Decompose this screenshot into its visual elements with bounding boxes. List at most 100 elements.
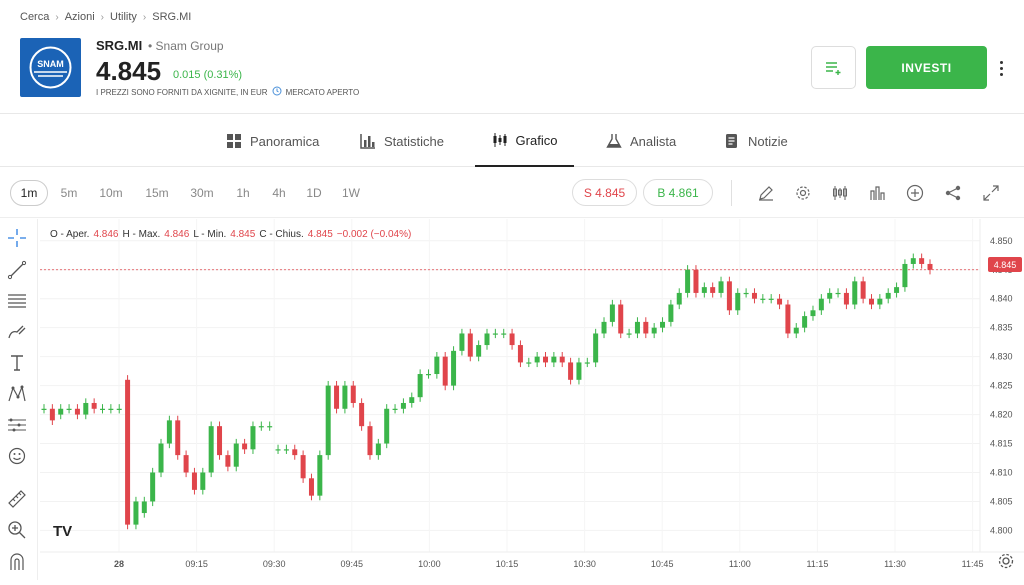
candle-body xyxy=(417,374,423,398)
candle xyxy=(492,328,498,339)
sell-price-button[interactable]: S 4.845 xyxy=(572,179,637,206)
candle xyxy=(484,328,490,350)
interval-15m[interactable]: 15m xyxy=(145,186,169,200)
interval-1d[interactable]: 1D xyxy=(306,186,322,200)
candle-body xyxy=(802,316,808,328)
zoom-in-icon[interactable] xyxy=(6,519,28,541)
pattern-tool-icon[interactable] xyxy=(6,383,28,405)
section-tabs: Panoramica Statistiche Grafico Analista … xyxy=(0,115,1024,167)
candle-body xyxy=(150,472,156,502)
candle-body xyxy=(735,292,741,311)
candle-body xyxy=(375,443,381,456)
settings-gear-icon[interactable] xyxy=(793,183,813,203)
candle-body xyxy=(710,287,716,293)
candle xyxy=(551,352,557,368)
trend-line-icon[interactable] xyxy=(6,259,28,281)
horizontal-lines-icon[interactable] xyxy=(6,290,28,312)
candle-body xyxy=(384,408,390,444)
candle-body xyxy=(467,333,473,357)
candle-body xyxy=(835,292,841,295)
candle xyxy=(250,421,256,454)
candle xyxy=(802,311,808,333)
candle-body xyxy=(827,292,833,299)
candle-body xyxy=(217,426,223,456)
interval-10m[interactable]: 10m xyxy=(99,186,123,200)
share-icon[interactable] xyxy=(943,183,963,203)
breadcrumb-item-cerca[interactable]: Cerca xyxy=(20,11,50,23)
fullscreen-expand-icon[interactable] xyxy=(981,183,1001,203)
add-circle-icon[interactable] xyxy=(905,183,925,203)
candle-body xyxy=(910,258,916,264)
interval-1h[interactable]: 1h xyxy=(236,186,250,200)
tab-notizie[interactable]: Notizie xyxy=(724,115,788,167)
breadcrumb-item-azioni[interactable]: Azioni xyxy=(64,11,95,23)
candle-body xyxy=(359,402,365,427)
invest-button[interactable]: INVESTI xyxy=(866,46,987,89)
indicators-icon[interactable] xyxy=(868,183,888,203)
candle-type-icon[interactable] xyxy=(830,183,850,203)
crosshair-icon[interactable] xyxy=(6,227,28,249)
candle-body xyxy=(902,263,908,288)
candle xyxy=(543,352,549,368)
tab-panoramica[interactable]: Panoramica xyxy=(226,115,319,167)
candle-body xyxy=(300,455,306,479)
watchlist-add-icon xyxy=(825,61,840,75)
emoji-icon[interactable] xyxy=(6,445,28,467)
brush-icon[interactable] xyxy=(6,321,28,343)
candle xyxy=(501,328,507,339)
candle-body xyxy=(83,402,89,415)
candle xyxy=(735,288,741,315)
interval-30m[interactable]: 30m xyxy=(190,186,214,200)
candle xyxy=(476,340,482,362)
tab-label: Grafico xyxy=(515,132,558,148)
candle xyxy=(133,496,139,530)
y-tick-label: 4.805 xyxy=(990,496,1013,506)
toolbar-divider xyxy=(731,180,732,206)
add-to-watchlist-button[interactable] xyxy=(811,46,856,89)
interval-5m[interactable]: 5m xyxy=(60,186,78,200)
interval-1w[interactable]: 1W xyxy=(342,186,360,200)
candle xyxy=(509,328,515,350)
y-tick-label: 4.850 xyxy=(990,236,1013,246)
candle-body xyxy=(609,304,615,322)
ruler-icon[interactable] xyxy=(6,488,28,510)
candle xyxy=(818,294,824,315)
candle xyxy=(868,294,874,310)
interval-1m[interactable]: 1m xyxy=(10,180,48,206)
interval-4h[interactable]: 4h xyxy=(272,186,286,200)
candle-body xyxy=(158,443,164,473)
y-tick-label: 4.815 xyxy=(990,439,1013,449)
candle-body xyxy=(425,374,431,376)
tab-grafico[interactable]: Grafico xyxy=(475,115,574,167)
company-logo: SNAM xyxy=(20,38,81,97)
ohlc-open-label: O - Aper. xyxy=(50,229,90,240)
x-tick-label: 10:00 xyxy=(418,559,441,569)
candle-body xyxy=(100,408,106,410)
candle-body xyxy=(509,333,515,346)
candle xyxy=(74,404,80,420)
candle-body xyxy=(292,449,298,456)
magnet-icon[interactable] xyxy=(6,550,28,572)
candle xyxy=(350,380,356,408)
candle xyxy=(827,288,833,304)
forecast-tool-icon[interactable] xyxy=(6,414,28,436)
tab-analista[interactable]: Analista xyxy=(606,115,676,167)
candle xyxy=(83,398,89,420)
draw-pencil-icon[interactable] xyxy=(756,183,776,203)
candle-body xyxy=(760,298,766,300)
candle xyxy=(100,404,106,414)
text-tool-icon[interactable] xyxy=(6,352,28,374)
candle-body xyxy=(325,385,331,456)
candle xyxy=(392,404,398,414)
candle xyxy=(634,317,640,339)
candle xyxy=(459,328,465,356)
candle xyxy=(593,328,599,368)
ohlc-high-value: 4.846 xyxy=(164,229,190,240)
candle xyxy=(225,450,231,472)
tab-statistiche[interactable]: Statistiche xyxy=(360,115,444,167)
breadcrumb-item-utility[interactable]: Utility xyxy=(110,11,137,23)
ohlc-legend: O - Aper. 4.846 H - Max. 4.846 L - Min. 4.8… xyxy=(50,229,411,240)
more-options-icon[interactable] xyxy=(994,55,1008,81)
buy-price-button[interactable]: B 4.861 xyxy=(643,179,713,206)
price-chart[interactable]: 4.850 4.845 4.840 4.835 4.830 4.825 4.820 4.815… xyxy=(40,219,1024,580)
